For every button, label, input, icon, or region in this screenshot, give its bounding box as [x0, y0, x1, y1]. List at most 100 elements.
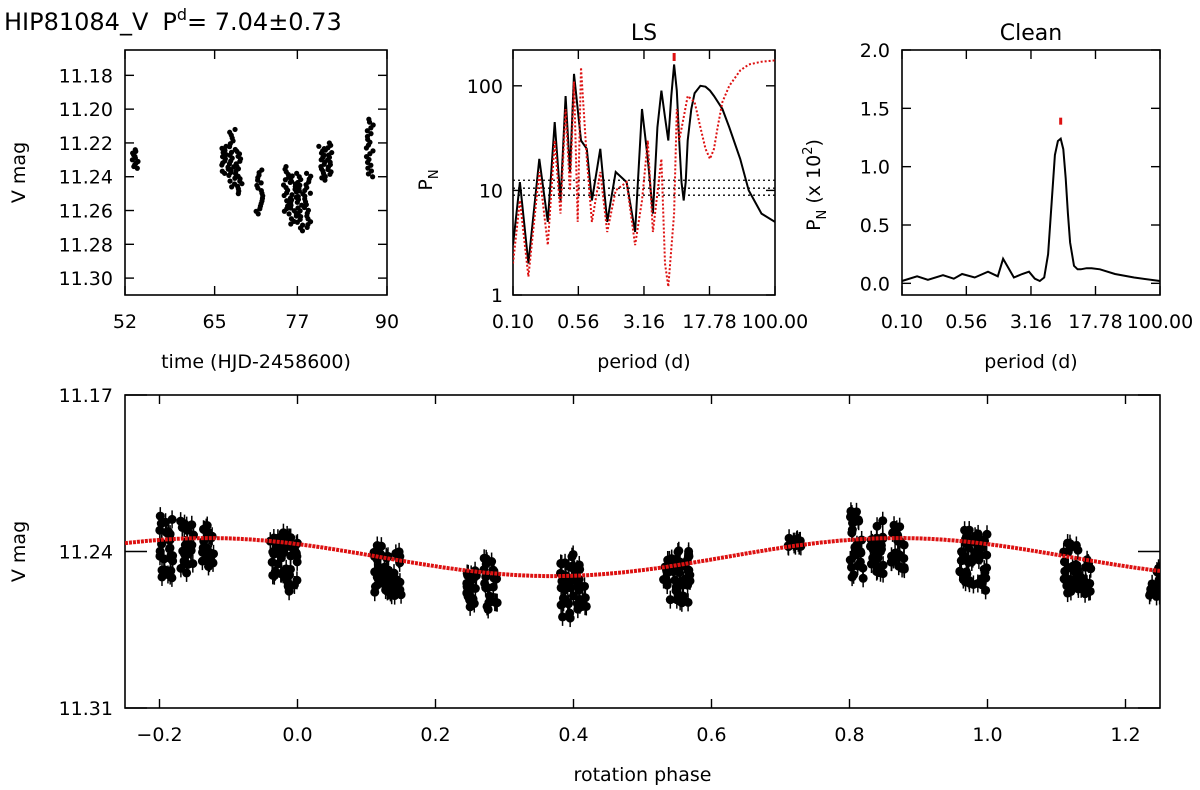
lightcurve-point	[363, 145, 370, 151]
phase-point	[876, 540, 886, 550]
phase-point	[976, 551, 986, 561]
phase-point	[684, 546, 694, 556]
lightcurve-point	[322, 174, 328, 180]
phase-point	[396, 590, 406, 600]
phase-point	[1155, 580, 1160, 590]
phase-point	[673, 547, 683, 557]
phase-ytick-label: 11.24	[59, 542, 113, 564]
phase-point	[465, 602, 475, 612]
lightcurve-point	[258, 180, 264, 186]
phase-ytick-label: 11.17	[59, 385, 113, 407]
phase-point	[279, 547, 289, 557]
lightcurve-point	[366, 119, 373, 125]
phase-point	[673, 589, 683, 599]
ls-ytick-label: 1	[491, 285, 503, 307]
phase-point	[659, 575, 669, 585]
lightcurve-xlabel: time (HJD-2458600)	[161, 351, 351, 373]
clean-xtick-label: 3.16	[1010, 311, 1052, 333]
phase-point	[163, 570, 173, 580]
clean-xlabel: period (d)	[984, 351, 1077, 373]
lightcurve-point	[294, 199, 300, 205]
ls-xtick-label: 17.78	[682, 311, 736, 333]
clean-ylabel-main: P	[803, 219, 825, 230]
lightcurve-point	[221, 170, 228, 176]
phase-point	[177, 522, 187, 532]
lightcurve-point	[368, 125, 374, 131]
phase-point	[183, 559, 193, 569]
lightcurve-point	[327, 171, 333, 177]
clean-ytick-label: 0.0	[860, 273, 890, 295]
lightcurve-point	[255, 211, 261, 217]
phase-point	[558, 612, 568, 622]
phase-point	[198, 547, 208, 557]
phase-point	[1073, 545, 1083, 555]
phase-xlabel: rotation phase	[574, 764, 712, 786]
lightcurve-xtick-label: 90	[375, 311, 399, 333]
lightcurve-point	[365, 165, 371, 171]
clean-series	[901, 136, 1161, 283]
phase-xtick-label: 0.2	[420, 724, 450, 746]
phased-curve-panel: −0.2 0.0 0.2 0.4 0.6 0.8 1.0 1.2 11.17 11.24 11.31…	[8, 385, 1161, 786]
lightcurve-point	[227, 178, 233, 184]
clean-ytick-label: 0.5	[860, 215, 890, 237]
ls-title: LS	[631, 21, 657, 46]
lightcurve-point	[219, 162, 225, 168]
phase-point	[677, 598, 687, 608]
ls-xtick-label: 100.00	[742, 311, 808, 333]
ls-xtick-label: 0.56	[557, 311, 599, 333]
lightcurve-point	[281, 208, 288, 214]
lightcurve-point	[235, 191, 241, 197]
phase-point	[665, 595, 675, 605]
ls-ytick-label: 100	[467, 76, 503, 98]
phase-point	[155, 551, 165, 561]
phase-point	[489, 573, 499, 583]
phase-point	[567, 552, 577, 562]
phase-point	[1062, 581, 1072, 591]
phase-point	[187, 520, 197, 530]
lightcurve-xtick-label: 77	[285, 311, 309, 333]
lightcurve-point	[129, 157, 135, 163]
lightcurve-point	[299, 228, 306, 234]
phase-xtick-label: 0.0	[282, 724, 312, 746]
phase-point	[565, 608, 575, 618]
phase-point	[847, 572, 857, 582]
lightcurve-point	[237, 158, 243, 164]
phase-point	[981, 585, 991, 595]
phase-point	[1073, 581, 1083, 591]
lightcurve-ytick-label: 11.30	[59, 268, 113, 290]
phase-fit-curve	[125, 536, 1160, 579]
phase-point	[1081, 562, 1091, 572]
phase-point	[574, 594, 584, 604]
clean-xtick-label: 0.56	[945, 311, 987, 333]
phase-point	[874, 563, 884, 573]
phase-point	[1084, 587, 1094, 597]
clean-ylabel-close: )	[803, 139, 825, 146]
clean-ylabel-rest: (x 10	[803, 155, 825, 210]
phase-point	[667, 554, 677, 564]
phase-point	[283, 570, 293, 580]
ls-ylabel-main: P	[415, 179, 437, 190]
phase-point	[872, 521, 882, 531]
phase-point	[962, 556, 972, 566]
figure-title-name: HIP81084_V	[4, 8, 149, 36]
lightcurve-point	[303, 170, 310, 176]
phase-point	[856, 548, 866, 558]
phase-point	[574, 585, 584, 595]
lightcurve-point	[304, 224, 310, 231]
lightcurve-point	[316, 143, 322, 149]
ls-series-dotted	[513, 59, 775, 287]
phase-point	[897, 563, 907, 573]
phase-point	[1063, 588, 1073, 598]
phase-point	[384, 565, 394, 575]
clean-frame	[901, 49, 1161, 296]
clean-xtick-label: 100.00	[1127, 311, 1193, 333]
phase-xtick-label: 0.6	[696, 724, 726, 746]
phase-point	[269, 571, 279, 581]
lightcurve-ytick-label: 11.28	[59, 234, 113, 256]
ls-ylabel: PN	[415, 169, 442, 190]
lightcurve-xtick-label: 52	[113, 311, 137, 333]
phase-point	[162, 528, 172, 538]
phase-point	[678, 576, 688, 586]
phase-point	[970, 551, 980, 561]
